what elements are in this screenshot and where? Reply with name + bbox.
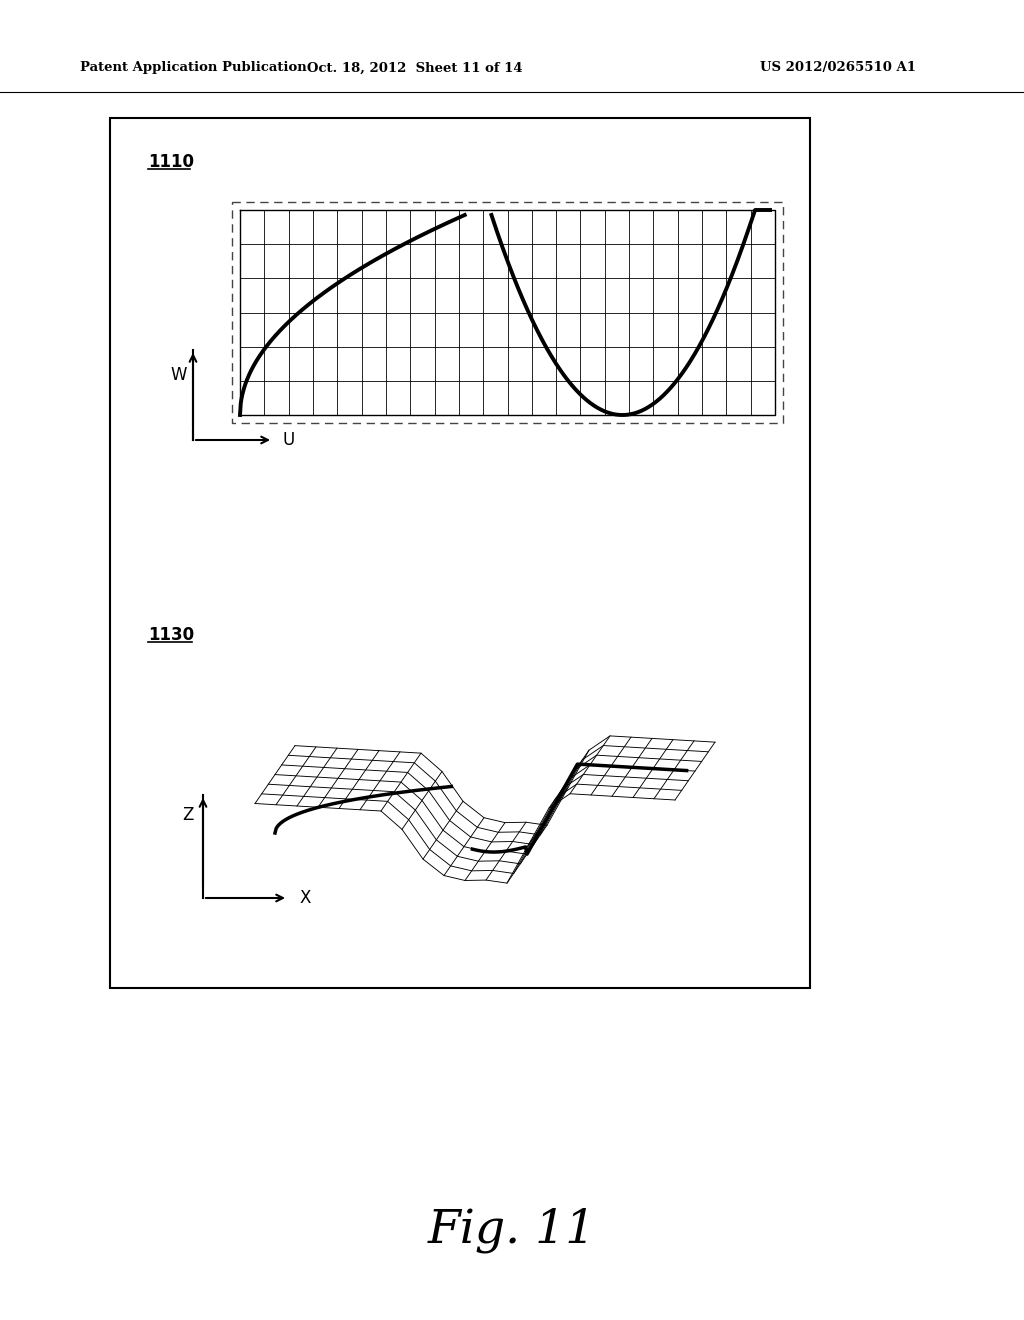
Text: X: X: [299, 888, 310, 907]
Text: W: W: [171, 366, 187, 384]
Text: Fig. 11: Fig. 11: [428, 1208, 596, 1253]
Text: Z: Z: [182, 807, 194, 824]
Text: 1110: 1110: [148, 153, 194, 172]
Text: Patent Application Publication: Patent Application Publication: [80, 62, 307, 74]
Text: 1130: 1130: [148, 626, 195, 644]
Text: U: U: [283, 432, 295, 449]
Bar: [110, 117, 810, 987]
Text: US 2012/0265510 A1: US 2012/0265510 A1: [760, 62, 916, 74]
Text: Oct. 18, 2012  Sheet 11 of 14: Oct. 18, 2012 Sheet 11 of 14: [307, 62, 523, 74]
